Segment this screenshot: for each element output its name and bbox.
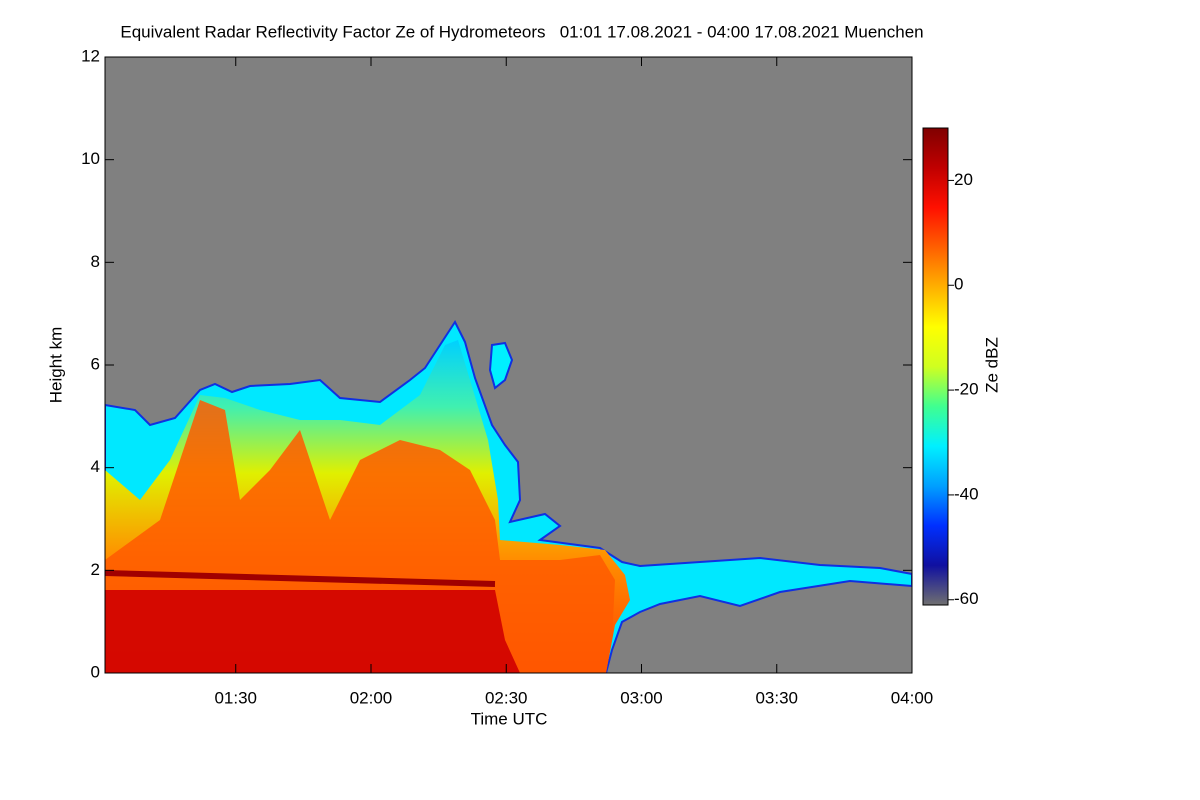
- y-tick-label: 6: [91, 354, 100, 373]
- colorbar-tick-label: 0: [954, 275, 963, 294]
- echo-field: [105, 319, 912, 673]
- colorbar: [922, 127, 949, 606]
- colorbar-label: Ze dBZ: [982, 337, 1001, 393]
- melting-layer: [105, 570, 496, 587]
- y-tick-label: 4: [91, 457, 100, 476]
- y-tick-label: 2: [91, 560, 100, 579]
- x-tick-label: 01:30: [214, 688, 257, 707]
- y-tick-label: 8: [91, 252, 100, 271]
- colorbar-tick-label: -40: [954, 484, 979, 503]
- y-axis-label: Height km: [46, 327, 65, 404]
- x-tick-label: 02:00: [350, 688, 393, 707]
- x-tick-label: 04:00: [891, 688, 934, 707]
- y-tick-label: 12: [81, 46, 100, 65]
- y-tick-label: 0: [91, 662, 100, 681]
- colorbar-tick-label: -60: [954, 589, 979, 608]
- y-tick-label: 10: [81, 149, 100, 168]
- colorbar-tick-label: 20: [954, 170, 973, 189]
- echo-rain: [105, 590, 520, 673]
- colorbar-tick-label: -20: [954, 380, 979, 399]
- x-tick-label: 03:00: [620, 688, 663, 707]
- echo-cell: [488, 341, 514, 390]
- x-tick-label: 03:30: [755, 688, 798, 707]
- x-tick-label: 02:30: [485, 688, 528, 707]
- chart-title: Equivalent Radar Reflectivity Factor Ze …: [120, 22, 923, 41]
- x-axis-label: Time UTC: [471, 709, 548, 728]
